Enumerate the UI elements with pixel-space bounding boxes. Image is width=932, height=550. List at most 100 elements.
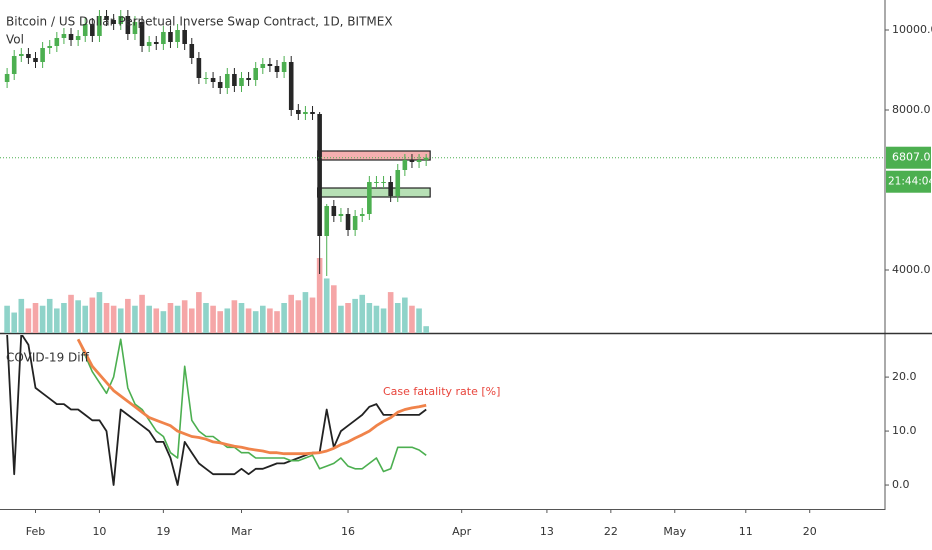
candle-body: [253, 68, 258, 80]
x-tick-label: 11: [739, 525, 753, 538]
volume-bar: [316, 258, 323, 333]
x-tick-label: 10: [92, 525, 106, 538]
volume-bar: [188, 308, 195, 333]
candle-body: [210, 78, 216, 82]
y-tick-label: 4000.0: [892, 263, 931, 276]
candle-body: [161, 32, 166, 44]
volume-bar: [281, 303, 287, 333]
candle-body: [4, 74, 10, 82]
candle-body: [189, 44, 195, 58]
candle-body: [232, 74, 237, 86]
y-tick-label: 0.0: [892, 478, 910, 491]
volume-bar: [394, 303, 401, 333]
volume-bar: [54, 308, 60, 333]
candle-body: [402, 160, 408, 170]
countdown-label: 21:44:04: [888, 176, 932, 188]
candle-body: [281, 62, 287, 72]
y-tick-label: 10.0: [892, 424, 917, 437]
indicator-line: [77, 338, 427, 473]
volume-bar: [288, 294, 295, 333]
candle-body: [388, 182, 393, 196]
candle-body: [11, 56, 17, 74]
candle-body: [26, 54, 31, 58]
x-tick-label: 13: [540, 525, 554, 538]
x-tick-label: Apr: [452, 525, 472, 538]
volume-bar: [345, 303, 351, 333]
volume-bar: [231, 300, 238, 333]
candle-body: [40, 48, 45, 62]
volume-bar: [174, 305, 181, 333]
candle-body: [303, 112, 308, 114]
volume-bar: [224, 308, 231, 333]
volume-bar: [39, 305, 46, 333]
x-tick-label: Mar: [231, 525, 252, 538]
volume-bar: [32, 303, 39, 333]
candle-body: [47, 46, 53, 48]
annotation: Case fatality rate [%]: [383, 385, 500, 398]
volume-bar: [295, 300, 302, 333]
candle-body: [345, 214, 351, 230]
indicator-title: COVID-19 Diff: [6, 351, 90, 365]
volume-bar: [409, 305, 415, 333]
candle-body: [296, 110, 301, 114]
candle-body: [416, 160, 422, 162]
volume-bar: [96, 292, 103, 333]
volume-bar: [366, 303, 373, 333]
x-tick-label: 16: [341, 525, 355, 538]
x-tick-label: 22: [604, 525, 618, 538]
candle-body: [409, 160, 415, 162]
candle-body: [310, 112, 315, 114]
candle-body: [267, 64, 273, 66]
volume-bar: [75, 300, 81, 333]
volume-bar: [359, 294, 366, 333]
volume-bar: [380, 308, 387, 333]
candle-body: [153, 42, 159, 44]
volume-bar: [373, 305, 380, 333]
indicator-pane: [6, 335, 427, 486]
volume-bar: [117, 308, 124, 333]
candle-body: [395, 170, 401, 196]
candle-body: [175, 30, 180, 42]
x-tick-label: 19: [156, 525, 170, 538]
volume-bar: [387, 292, 394, 333]
candle-body: [331, 206, 337, 216]
volume-bar: [238, 303, 245, 333]
volume-bar: [110, 305, 117, 333]
volume-bar: [132, 305, 138, 333]
candle-body: [381, 182, 386, 183]
volume-bar: [18, 298, 25, 333]
volume-bar: [139, 294, 145, 333]
candle-body: [132, 22, 138, 34]
x-tick-label: Feb: [26, 525, 45, 538]
candle-body: [260, 64, 266, 68]
volume-bar: [181, 300, 188, 333]
volume-bar: [260, 305, 266, 333]
candle-body: [224, 74, 230, 88]
volume-bar: [203, 303, 209, 333]
candle-body: [54, 38, 60, 46]
candle-body: [374, 182, 379, 183]
zone: [317, 150, 431, 161]
candle-body: [196, 58, 202, 78]
price-pane: [0, 10, 885, 333]
indicator-line: [76, 338, 427, 456]
candle-body: [90, 24, 95, 36]
volume-label: Vol: [6, 33, 24, 47]
volume-bar: [160, 311, 167, 333]
volume-bar: [323, 278, 330, 333]
chart-title: Bitcoin / US Dollar Perpetual Inverse Sw…: [6, 15, 393, 29]
volume-bar: [125, 298, 131, 333]
candle-body: [111, 20, 116, 24]
axes: 4000.0 8000.0 10000.0 6807.0 21:44:04 0.0 10.0…: [26, 23, 932, 538]
volume-bar: [196, 292, 202, 333]
volume-bar: [302, 292, 309, 333]
candle-body: [97, 16, 102, 36]
volume-bar: [274, 311, 280, 333]
volume-bar: [267, 308, 273, 333]
candle-body: [217, 82, 223, 88]
volume-bar: [402, 297, 408, 333]
volume-bar: [423, 326, 429, 333]
volume-bar: [153, 308, 160, 333]
